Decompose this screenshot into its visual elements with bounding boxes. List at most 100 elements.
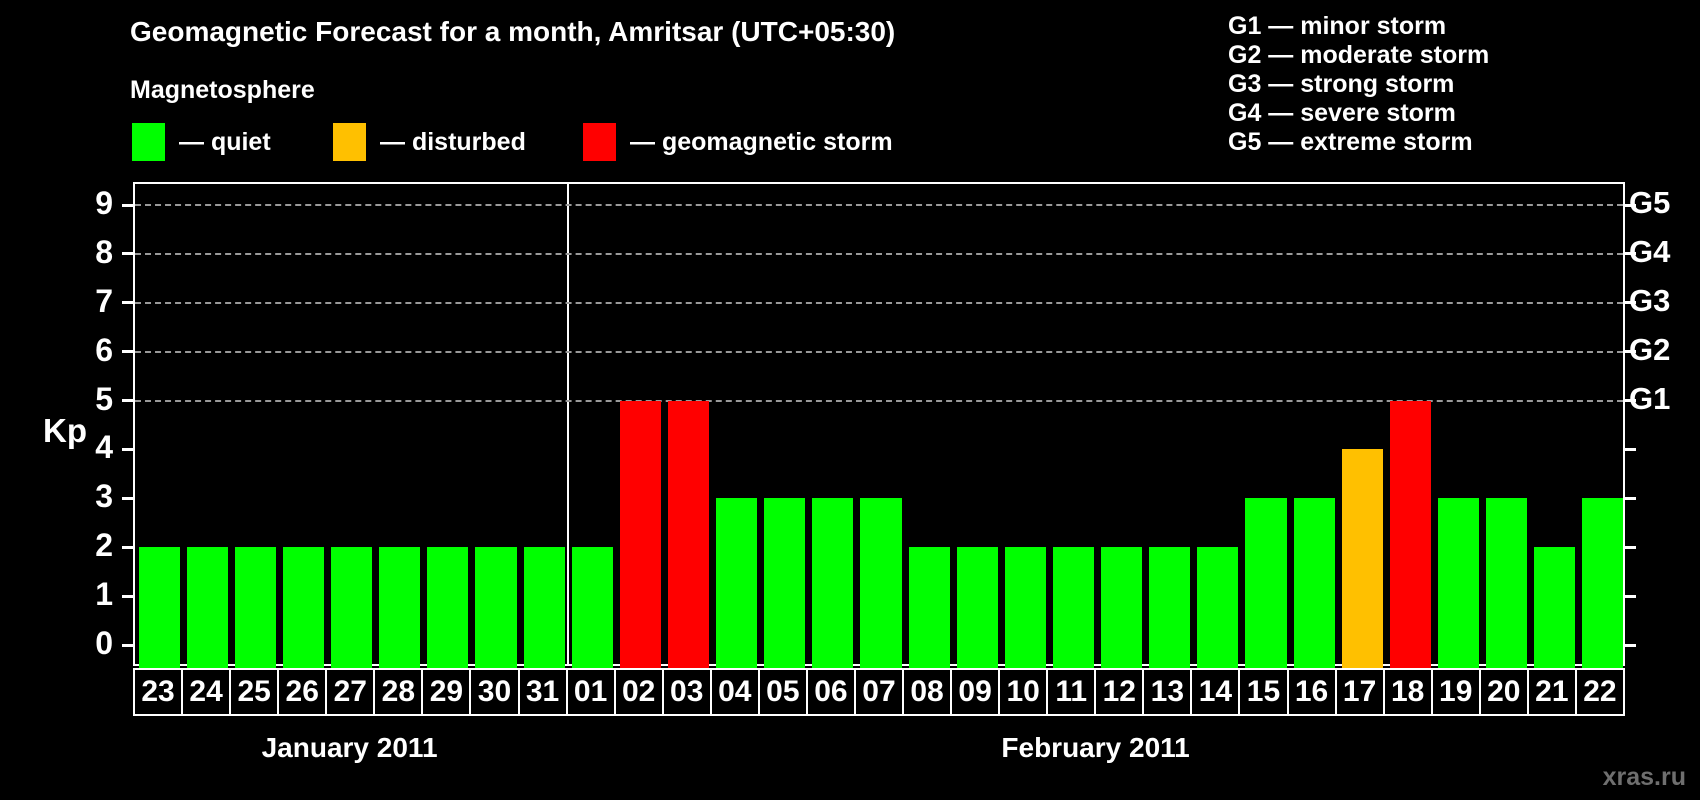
kp-bar-day-28 (379, 547, 421, 668)
day-label-19: 19 (1430, 668, 1481, 716)
g-axis-label-g4: G4 (1629, 233, 1671, 269)
day-label-03: 03 (661, 668, 712, 716)
y-tick-label: 3 (95, 478, 113, 515)
y-tick-label: 5 (95, 380, 113, 417)
left-axis-tick (122, 399, 135, 403)
watermark: xras.ru (1602, 763, 1686, 791)
kp-bar-day-27 (331, 547, 373, 668)
kp-bar-day-20 (1486, 498, 1528, 668)
legend-label: — geomagnetic storm (630, 127, 893, 156)
kp-bar-day-04 (716, 498, 758, 668)
day-label-11: 11 (1046, 668, 1097, 716)
kp-bar-day-02 (619, 400, 661, 668)
right-axis-tick (1623, 447, 1636, 451)
day-label-14: 14 (1190, 668, 1241, 716)
storm-swatch-icon (583, 123, 616, 161)
kp-bar-day-23 (138, 547, 180, 668)
day-label-04: 04 (709, 668, 760, 716)
left-axis-tick (122, 350, 135, 354)
day-label-31: 31 (517, 668, 568, 716)
gridline-kp-5 (135, 399, 1623, 402)
right-axis-tick (1623, 301, 1636, 305)
day-label-25: 25 (229, 668, 280, 716)
kp-bar-day-21 (1534, 547, 1576, 668)
gridline-kp-8 (135, 252, 1623, 255)
day-label-10: 10 (998, 668, 1049, 716)
g-axis-label-g2: G2 (1629, 331, 1671, 367)
day-label-18: 18 (1382, 668, 1433, 716)
y-tick-label: 4 (95, 429, 113, 466)
kp-bar-day-17 (1341, 449, 1383, 668)
left-axis-tick (122, 203, 135, 207)
legend-label: — quiet (179, 127, 271, 156)
disturbed-swatch-icon (333, 123, 366, 161)
kp-bar-day-12 (1101, 547, 1143, 668)
day-label-29: 29 (421, 668, 472, 716)
right-axis-tick (1623, 496, 1636, 500)
month-separator-line (567, 184, 570, 664)
right-axis-tick (1623, 252, 1636, 256)
day-label-26: 26 (277, 668, 328, 716)
day-label-06: 06 (805, 668, 856, 716)
kp-bar-day-03 (667, 400, 710, 668)
day-label-02: 02 (613, 668, 664, 716)
left-axis-tick (122, 594, 135, 598)
quiet-swatch-icon (132, 123, 165, 161)
y-tick-label: 8 (95, 233, 113, 270)
kp-bar-day-05 (764, 498, 806, 668)
y-tick-label: 0 (95, 625, 113, 662)
legend-item-storm: — geomagnetic storm (583, 123, 893, 161)
left-axis-tick (122, 643, 135, 647)
g-scale-line: G1 — minor storm (1228, 12, 1447, 40)
left-axis-tick (122, 301, 135, 305)
y-tick-label: 2 (95, 527, 113, 564)
kp-axis-label: Kp (43, 412, 87, 450)
g-scale-line: G3 — strong storm (1228, 70, 1455, 98)
g-scale-line: G4 — severe storm (1228, 99, 1456, 127)
day-label-01: 01 (565, 668, 616, 716)
y-tick-label: 1 (95, 576, 113, 613)
kp-bar-day-09 (956, 547, 998, 668)
legend-label: — disturbed (380, 127, 526, 156)
day-label-13: 13 (1142, 668, 1193, 716)
kp-bar-day-01 (571, 547, 613, 668)
day-label-21: 21 (1526, 668, 1577, 716)
kp-bar-chart-plot: Kp 0 1 2 3 4 5 6 7 8 9 G1 G2 G3 G4 G5 (43, 182, 1670, 668)
kp-bar-day-18 (1389, 400, 1431, 668)
kp-bar-day-25 (234, 547, 276, 668)
month-label: February 2011 (1001, 732, 1190, 763)
day-label-22: 22 (1574, 668, 1625, 716)
gridline-kp-6 (135, 350, 1623, 353)
y-tick-label: 7 (95, 282, 113, 319)
day-label-30: 30 (469, 668, 520, 716)
kp-bar-day-11 (1052, 547, 1095, 668)
day-label-20: 20 (1478, 668, 1529, 716)
kp-bar-day-13 (1149, 547, 1191, 668)
g-axis-label-g1: G1 (1629, 380, 1671, 416)
kp-bar-day-31 (523, 547, 565, 668)
y-tick-label: 9 (95, 185, 113, 222)
kp-bar-day-24 (186, 547, 228, 668)
kp-bar-day-06 (812, 498, 854, 668)
y-tick-label: 6 (95, 331, 113, 368)
kp-bar-day-07 (860, 498, 902, 668)
left-axis-tick (122, 496, 135, 500)
day-label-09: 09 (950, 668, 1001, 716)
day-label-07: 07 (853, 668, 904, 716)
left-axis-tick (122, 252, 135, 256)
right-axis-tick (1623, 203, 1636, 207)
kp-bar-day-14 (1197, 547, 1239, 668)
g-axis-label-g3: G3 (1629, 282, 1671, 318)
kp-bar-day-30 (475, 547, 517, 668)
right-axis-tick (1623, 594, 1636, 598)
left-axis-tick (122, 447, 135, 451)
day-label-16: 16 (1286, 668, 1337, 716)
kp-bar-day-16 (1293, 498, 1335, 668)
day-label-05: 05 (757, 668, 808, 716)
kp-bar-day-08 (908, 547, 950, 668)
day-label-27: 27 (325, 668, 376, 716)
right-axis-tick (1623, 545, 1636, 549)
month-label: January 2011 (261, 732, 438, 763)
day-label-28: 28 (373, 668, 424, 716)
legend-item-disturbed: — disturbed (333, 123, 526, 161)
